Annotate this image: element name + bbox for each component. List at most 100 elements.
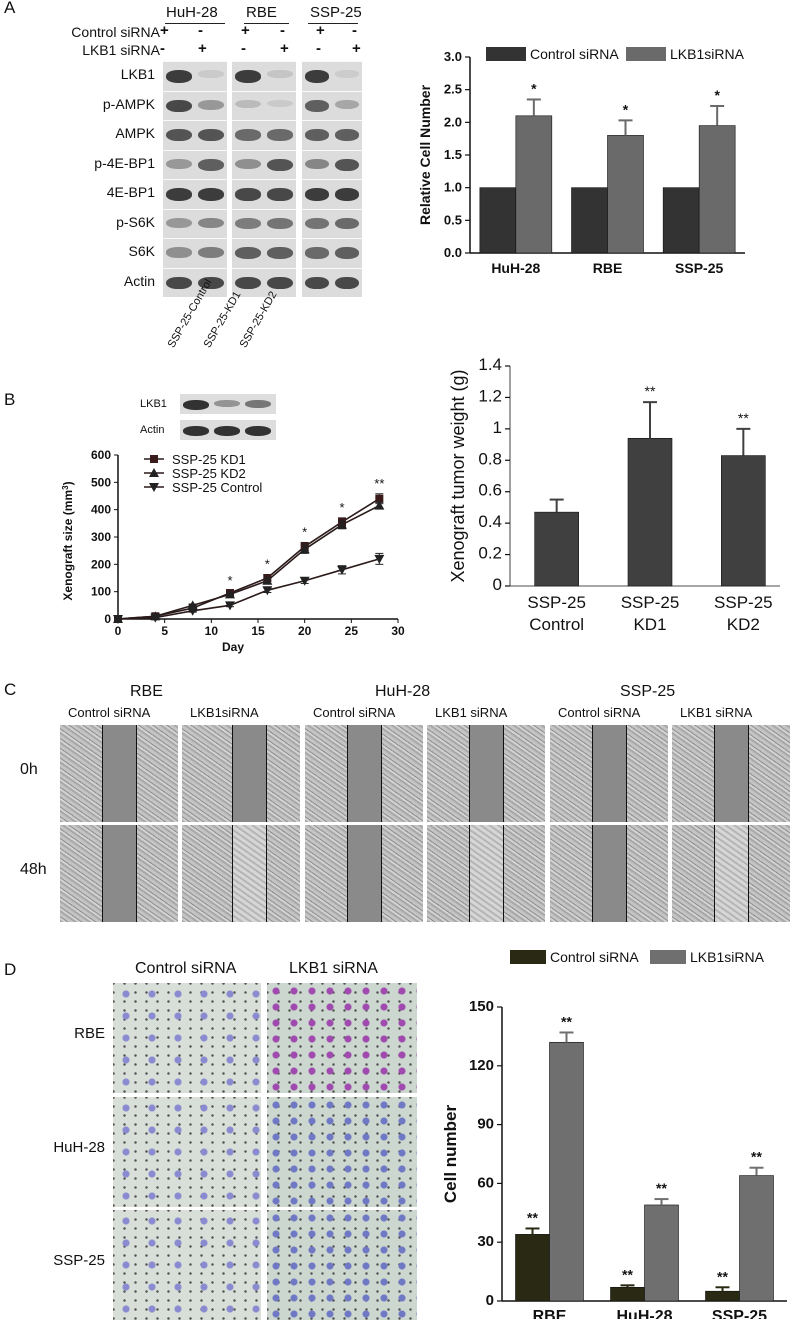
blot-band xyxy=(166,158,192,169)
blot-band xyxy=(305,276,329,290)
legend-marker xyxy=(149,468,159,477)
wound-gap xyxy=(714,825,748,922)
blot-row-divider xyxy=(163,179,227,180)
wound-row-label: 0h xyxy=(20,761,38,778)
blot-band xyxy=(305,158,329,170)
wound-edge-line xyxy=(714,825,715,922)
blot-band xyxy=(198,99,224,110)
bar xyxy=(515,115,553,254)
data-point xyxy=(299,576,310,586)
blot-row-divider xyxy=(232,149,296,151)
wound-gap xyxy=(102,825,136,922)
blot-row-divider xyxy=(163,90,227,92)
bar xyxy=(739,1175,774,1302)
significance-mark: ** xyxy=(717,1268,728,1284)
wound-gap xyxy=(347,825,381,922)
series-line xyxy=(117,558,380,620)
wound-edge-line xyxy=(626,725,627,822)
blot-row-divider xyxy=(232,120,296,121)
wound-gap xyxy=(592,825,626,922)
blot-band xyxy=(166,129,192,142)
treatment-sign: - xyxy=(241,40,246,57)
transwell-col-label: Control siRNA xyxy=(135,960,237,977)
x-tick-label: 20 xyxy=(298,624,312,638)
wound-image xyxy=(182,825,300,922)
wound-image xyxy=(550,725,668,822)
blot-band xyxy=(335,129,359,142)
wound-gap xyxy=(469,825,503,922)
wound-edge-line xyxy=(136,725,137,822)
bar xyxy=(610,1286,645,1302)
y-tick-label: 300 xyxy=(91,530,111,544)
bar xyxy=(662,187,700,254)
significance-mark: ** xyxy=(751,1149,762,1165)
category-label: RBE xyxy=(593,260,623,276)
transwell-image xyxy=(267,1097,417,1207)
blot-row-divider xyxy=(302,90,362,92)
panel-label-a: A xyxy=(4,0,16,17)
significance-mark: * xyxy=(339,500,344,515)
treatment-sign: + xyxy=(316,22,325,39)
blot-row-divider xyxy=(302,61,362,62)
significance-mark: * xyxy=(265,557,270,572)
blot-b-row-label: LKB1 xyxy=(140,398,167,410)
legend-label: Control siRNA xyxy=(550,950,639,965)
blot-band xyxy=(235,158,261,170)
treatment-sign: - xyxy=(352,22,357,39)
data-point xyxy=(187,606,198,616)
wound-gap xyxy=(714,725,748,822)
bar xyxy=(721,455,766,587)
blot-row-divider xyxy=(163,267,227,269)
blot-band xyxy=(198,129,224,142)
blot-band xyxy=(198,158,224,171)
transwell-image xyxy=(113,1210,261,1320)
blot-band xyxy=(166,99,192,113)
series-line xyxy=(117,498,380,620)
blot-band xyxy=(235,129,261,141)
x-tick-label: 5 xyxy=(161,624,168,638)
blot-row-label: p-S6K xyxy=(116,213,155,230)
blot-band xyxy=(305,247,329,259)
blot-band xyxy=(305,217,329,229)
blot-band xyxy=(305,70,329,83)
y-tick-label: 1.4 xyxy=(478,355,502,374)
cell-number-chart: 0 30 60 90 120 150 ** ** RBE ** ** HuH-28 ** ** SSP-25… xyxy=(441,950,787,1319)
wound-group-title: RBE xyxy=(130,683,163,700)
blot-row-divider xyxy=(302,149,362,151)
y-tick-label: 2.0 xyxy=(444,114,462,129)
y-tick-label: 90 xyxy=(477,1116,494,1133)
y-tick-label: 1.0 xyxy=(444,180,462,195)
wound-edge-line xyxy=(592,725,593,822)
treatment-sign: + xyxy=(352,40,361,57)
bar xyxy=(571,187,608,254)
wound-image xyxy=(60,825,178,922)
treatment-sign: - xyxy=(160,40,165,57)
y-tick-label: 2.5 xyxy=(444,82,462,97)
cellline-header-rbe: RBE xyxy=(246,4,277,21)
wound-edge-line xyxy=(381,725,382,822)
x-tick-label: 0 xyxy=(115,624,122,638)
blot-row-label: S6K xyxy=(128,243,155,259)
wound-group-title: HuH-28 xyxy=(375,683,431,700)
blot-band xyxy=(305,188,329,201)
blot-band xyxy=(166,70,192,83)
wound-image xyxy=(672,725,790,822)
y-tick-label: 0.6 xyxy=(478,481,502,500)
blot-row-divider xyxy=(232,208,296,210)
x-tick-label: 15 xyxy=(251,624,265,638)
wound-edge-line xyxy=(469,825,470,922)
blot-row-divider xyxy=(302,208,362,210)
legend-label: SSP-25 KD2 xyxy=(172,466,246,481)
data-point xyxy=(150,613,161,623)
y-tick-label: 120 xyxy=(469,1057,494,1074)
y-tick-label: 100 xyxy=(91,585,111,599)
y-tick-label: 0.2 xyxy=(478,544,502,563)
y-tick-label: 0.8 xyxy=(478,449,502,468)
category-label: SSP-25 xyxy=(527,593,586,612)
wound-group-title: SSP-25 xyxy=(620,683,676,700)
transwell-image xyxy=(267,1210,417,1320)
y-tick-label: 0 xyxy=(104,612,111,626)
y-axis-label: Xenograft tumor weight (g) xyxy=(448,369,468,582)
wound-col-label: LKB1 siRNA xyxy=(680,705,753,720)
treatment-sign: + xyxy=(198,40,207,57)
